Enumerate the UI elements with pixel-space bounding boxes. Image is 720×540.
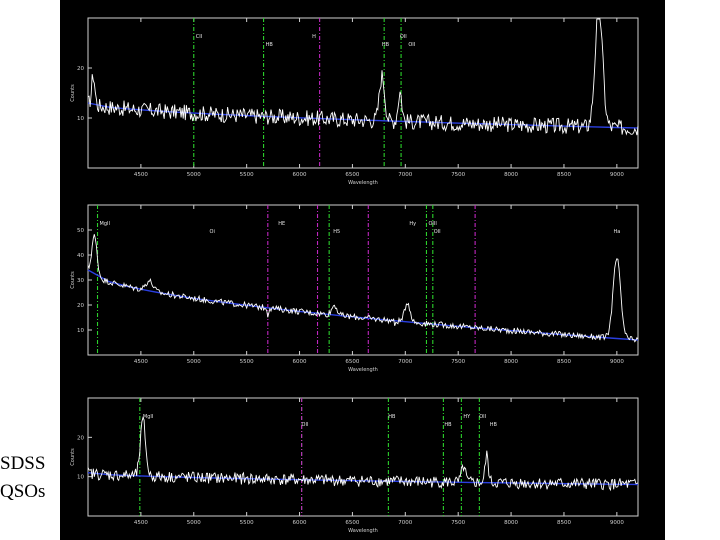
x-tick-label: 4500: [134, 359, 148, 365]
spectrum-line: [87, 18, 639, 136]
continuum-fit-line: [87, 102, 639, 129]
x-tick-label: 7000: [398, 359, 412, 365]
y-tick-label: 10: [77, 475, 84, 481]
spectra-figure: 4500 5000 5500 6000 6500 7000 7500 8000 8500 9000…: [60, 0, 665, 540]
spectral-line-label: MgII: [143, 414, 153, 420]
spectral-line-label: HB: [444, 422, 452, 428]
panel-frame: [87, 204, 639, 356]
x-tick-label: 9000: [610, 172, 624, 178]
x-tick-label: 8000: [504, 520, 518, 526]
spectrum-panel-1: 4500 5000 5500 6000 6500 7000 7500 8000 8500 9000…: [70, 17, 639, 186]
spectra-svg: 4500 5000 5500 6000 6500 7000 7500 8000 8500 9000…: [70, 17, 639, 534]
x-tick-label: 7000: [398, 172, 412, 178]
y-tick-label: 20: [77, 435, 84, 441]
spectral-line-label: MgII: [100, 221, 110, 227]
panel-frame: [87, 397, 639, 517]
y-tick-label: 50: [77, 228, 84, 234]
spectral-line-label: HB: [266, 42, 274, 48]
x-axis-label: Wavelength: [348, 528, 378, 534]
x-tick-label: 7500: [451, 520, 465, 526]
x-tick-label: 5000: [187, 520, 201, 526]
spectrum-line: [87, 416, 639, 492]
spectrum-panel-3: 4500 5000 5500 6000 6500 7000 7500 8000 8500 9000…: [70, 397, 639, 534]
spectral-line-label: CII: [196, 34, 202, 40]
x-tick-label: 8500: [557, 359, 571, 365]
spectral-line-label: H: [312, 34, 316, 40]
spectral-line-label: Oi: [210, 229, 215, 235]
y-axis-label: Counts: [70, 271, 76, 289]
x-axis-label: Wavelength: [348, 367, 378, 373]
spectral-line-label: OIII: [428, 221, 436, 227]
spectral-line-label: HB: [388, 414, 396, 420]
spectral-line-label: OII: [400, 34, 407, 40]
spectral-line-label: OII: [479, 414, 486, 420]
x-axis-label: Wavelength: [348, 180, 378, 186]
spectrum-line: [87, 234, 639, 343]
x-tick-label: 5500: [240, 172, 254, 178]
x-tick-label: 6000: [293, 172, 307, 178]
x-tick-label: 6500: [345, 172, 359, 178]
spectral-line-label: OII: [302, 422, 309, 428]
x-tick-label: 7000: [398, 520, 412, 526]
x-tick-label: 8500: [557, 172, 571, 178]
spectrum-panel-2: 4500 5000 5500 6000 6500 7000 7500 8000 8500 9000…: [70, 204, 639, 373]
y-tick-label: 10: [77, 116, 84, 122]
spectral-line-label: H5: [333, 229, 340, 235]
spectral-line-label: HB: [382, 42, 390, 48]
x-tick-label: 7500: [451, 172, 465, 178]
x-tick-label: 8500: [557, 520, 571, 526]
x-tick-label: 6500: [345, 520, 359, 526]
spectral-line-label: HE: [278, 221, 285, 227]
spectral-line-label: HY: [463, 414, 471, 420]
x-tick-label: 9000: [610, 520, 624, 526]
y-tick-label: 20: [77, 303, 84, 309]
y-axis-label: Counts: [70, 448, 76, 466]
x-tick-label: 5000: [187, 359, 201, 365]
side-label-line2: QSOs: [0, 481, 46, 502]
x-tick-label: 5500: [240, 520, 254, 526]
y-tick-label: 30: [77, 278, 84, 284]
spectral-line-label: HB: [490, 422, 498, 428]
x-tick-label: 9000: [610, 359, 624, 365]
x-tick-label: 7500: [451, 359, 465, 365]
spectral-line-label: OII: [434, 229, 441, 235]
x-tick-label: 8000: [504, 172, 518, 178]
spectral-line-label: Hy: [409, 221, 416, 227]
x-tick-label: 4500: [134, 172, 148, 178]
y-axis-label: Counts: [70, 84, 76, 102]
x-tick-label: 5500: [240, 359, 254, 365]
x-tick-label: 5000: [187, 172, 201, 178]
continuum-fit-line: [87, 269, 639, 341]
spectral-line-label: OII: [408, 42, 415, 48]
spectral-line-label: Ha: [614, 229, 621, 235]
y-tick-label: 40: [77, 253, 84, 259]
x-tick-label: 4500: [134, 520, 148, 526]
y-tick-label: 20: [77, 66, 84, 72]
x-tick-label: 6000: [293, 359, 307, 365]
x-tick-label: 6500: [345, 359, 359, 365]
x-tick-label: 6000: [293, 520, 307, 526]
side-label: SDSS QSOs: [0, 450, 60, 506]
y-tick-label: 10: [77, 328, 84, 334]
side-label-line1: SDSS: [0, 453, 46, 474]
panel-frame: [87, 17, 639, 169]
x-tick-label: 8000: [504, 359, 518, 365]
